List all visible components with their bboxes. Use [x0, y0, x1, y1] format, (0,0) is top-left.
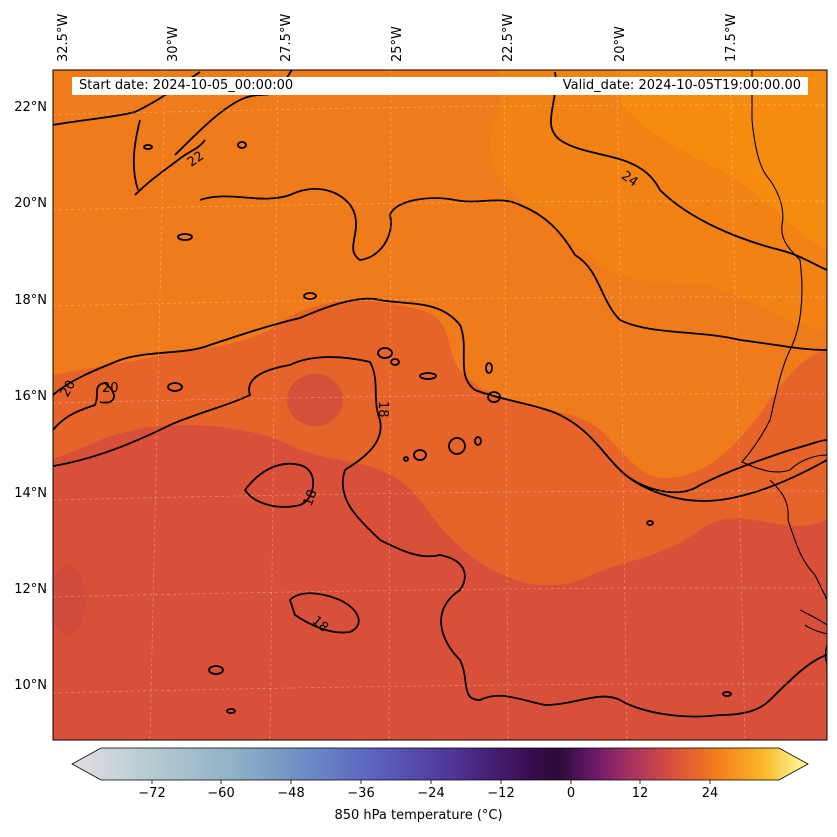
lat-label: 18°N — [14, 293, 47, 308]
lon-label: 25°W — [390, 26, 405, 62]
valid-date-text: Valid_date: 2024-10-05T19:00:00.00 — [562, 78, 801, 93]
colorbar-tick-label: −12 — [487, 786, 514, 801]
lon-label: 20°W — [613, 26, 628, 62]
lat-label: 14°N — [14, 486, 47, 501]
contour-24 — [550, 71, 827, 271]
colorbar-tick-label: 0 — [567, 786, 575, 801]
lon-label: 17.5°W — [724, 14, 739, 62]
map-frame — [52, 69, 828, 741]
colorbar-ticks — [151, 780, 711, 784]
colorbar-label: 850 hPa temperature (°C) — [334, 808, 503, 823]
contour-label: 20 — [102, 381, 119, 396]
contour-label: 20 — [58, 378, 79, 400]
lat-label: 20°N — [14, 196, 47, 211]
date-banner: Start date: 2024-10-05_00:00:00 Valid_da… — [72, 77, 808, 95]
colorbar-tick-label: −48 — [277, 786, 304, 801]
lat-label: 22°N — [14, 100, 47, 115]
lon-labels: 32.5°W 30°W 27.5°W 25°W 22.5°W 20°W 17.5… — [56, 14, 739, 62]
lat-label: 10°N — [14, 678, 47, 693]
colorbar: −72 −60 −48 −36 −24 −12 0 12 24 — [71, 747, 809, 801]
lon-label: 27.5°W — [279, 14, 294, 62]
contour-18b — [243, 462, 315, 508]
colorbar-tick-label: −60 — [207, 786, 234, 801]
contour-label: 18 — [375, 401, 390, 418]
temperature-field — [53, 70, 827, 740]
lat-label: 16°N — [14, 389, 47, 404]
contour-20 — [53, 297, 827, 494]
lat-label: 12°N — [14, 582, 47, 597]
contour-18 — [53, 356, 827, 718]
lat-labels: 22°N 20°N 18°N 16°N 14°N 12°N 10°N — [14, 100, 47, 693]
colorbar-tick-label: 24 — [702, 786, 719, 801]
contour-upper — [199, 188, 827, 351]
contour-lines — [53, 70, 827, 718]
lon-label: 22.5°W — [501, 14, 516, 62]
colorbar-tick-label: −72 — [138, 786, 165, 801]
start-date-text: Start date: 2024-10-05_00:00:00 — [79, 78, 294, 93]
colorbar-tick-label: −36 — [347, 786, 374, 801]
colorbar-tick-label: 12 — [632, 786, 649, 801]
contour-label: 18 — [301, 488, 321, 509]
lon-label: 30°W — [166, 26, 181, 62]
graticule — [53, 70, 827, 740]
contour-18c — [288, 592, 360, 634]
colorbar-tick-label: −24 — [417, 786, 444, 801]
contour-18d — [619, 459, 827, 502]
colorbar-scale — [71, 747, 809, 781]
lon-label: 32.5°W — [56, 14, 71, 62]
contour-20b — [53, 382, 115, 431]
